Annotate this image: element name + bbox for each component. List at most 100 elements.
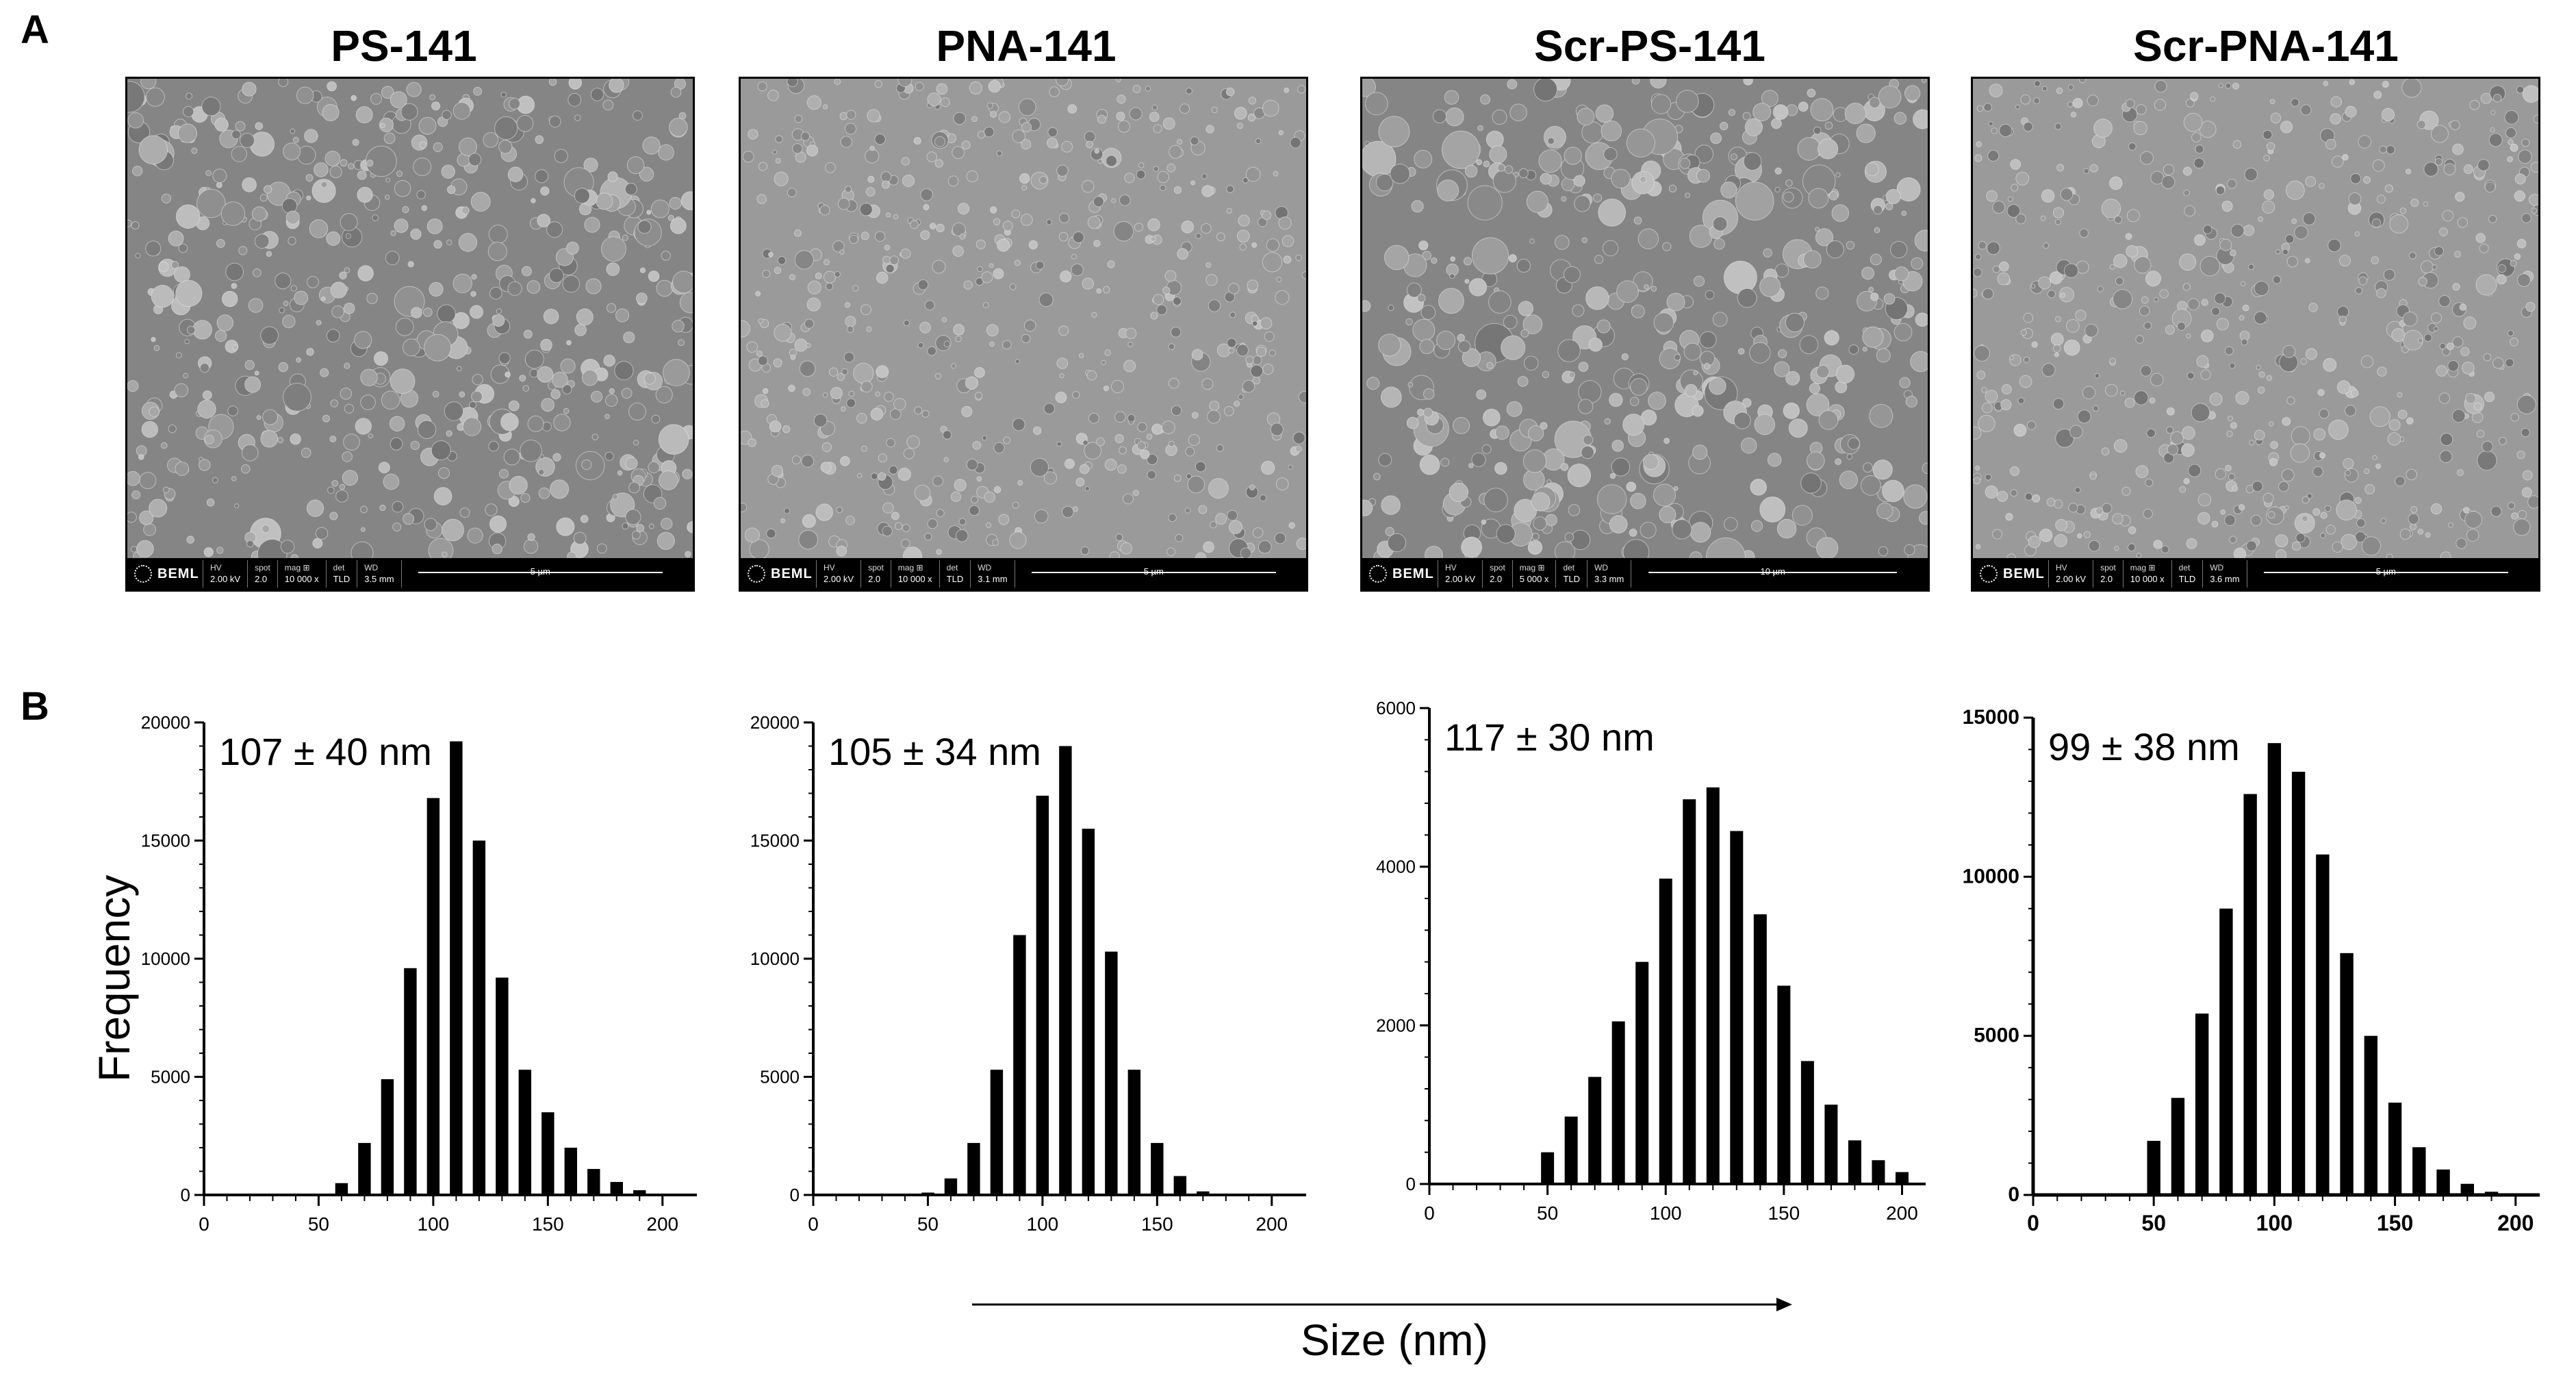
x-tick-label: 100 (2256, 1211, 2293, 1235)
histogram-bar (518, 1070, 532, 1195)
sem-info-bar: BEML HV 2.00 kV spot 2.0 mag ⊞ 5 000 x det TLD WD… (1362, 558, 1928, 590)
x-tick-label: 0 (808, 1213, 819, 1235)
histogram-bar (496, 977, 509, 1195)
x-tick-label: 0 (1424, 1202, 1435, 1224)
sem-field-value: TLD (333, 574, 350, 584)
sem-image-4: BEML HV 2.00 kV spot 2.0 mag ⊞ 10 000 x det TLD W… (1971, 77, 2540, 592)
sem-field-mag: mag ⊞ 10 000 x (2122, 560, 2171, 588)
histogram-bar (2412, 1147, 2426, 1195)
sem-field-wd: WD 3.1 mm (970, 560, 1014, 588)
sem-field-mag: mag ⊞ 10 000 x (890, 560, 939, 588)
logo-icon (1369, 565, 1387, 583)
histogram-bar (1895, 1172, 1909, 1184)
histogram-bar (1564, 1116, 1578, 1184)
x-axis-title: Size (nm) (1301, 1315, 1488, 1365)
x-tick-label: 100 (1027, 1213, 1059, 1235)
y-tick-label: 20000 (141, 712, 190, 733)
histogram-bar (587, 1169, 600, 1195)
sem-field-hv: HV 2.00 kV (816, 560, 860, 588)
scale-label: 5 µm (526, 566, 554, 577)
size-arrow (972, 1298, 1792, 1311)
sem-field-value: 10 000 x (2130, 574, 2165, 584)
logo-icon (748, 565, 765, 583)
sem-title-3: Scr-PS-141 (1534, 21, 1765, 71)
histogram-bar (564, 1148, 578, 1195)
sem-field-label: mag ⊞ (1519, 563, 1545, 572)
histogram-1: 0 5000 10000 15000 20000 0 50 100 150 200 107 ± 40… (141, 712, 697, 1235)
sem-logo-text: BEML (157, 566, 199, 581)
sem-title-1: PS-141 (331, 21, 477, 71)
histogram-bar (967, 1143, 980, 1195)
sem-field-label: WD (978, 563, 992, 572)
sem-field-value: 10 000 x (897, 574, 932, 584)
sem-field-value: 10 000 x (284, 574, 319, 584)
histogram-bar (1013, 935, 1026, 1195)
mean-size-annotation: 105 ± 34 nm (828, 730, 1041, 773)
sem-field-mag: mag ⊞ 10 000 x (277, 560, 326, 588)
y-tick-label: 15000 (750, 831, 800, 851)
x-tick-label: 0 (2027, 1211, 2039, 1235)
sem-field-label: mag ⊞ (284, 563, 310, 572)
sem-field-label: spot (868, 563, 884, 572)
histogram-bar (2460, 1183, 2474, 1195)
histogram-bar (1105, 951, 1118, 1195)
sem-field-value: 2.00 kV (2056, 574, 2087, 584)
sem-field-label: spot (1490, 563, 1505, 572)
histogram-bar (1541, 1152, 1555, 1184)
histogram-bar (2364, 1035, 2378, 1195)
y-tick-label: 10000 (1963, 865, 2019, 887)
x-tick-label: 100 (418, 1213, 450, 1235)
sem-logo: BEML (127, 558, 203, 590)
histogram-bar (1588, 1076, 1602, 1184)
scale-bar: 5 µm (400, 560, 679, 588)
histogram-bar (1777, 985, 1791, 1184)
histogram-bar (1848, 1140, 1861, 1184)
sem-field-label: spot (255, 563, 270, 572)
sem-field-value: 2.00 kV (1445, 574, 1476, 584)
histogram-bar (1127, 1070, 1141, 1195)
histogram-3: 0 2000 4000 6000 0 50 100 150 200 117 ± 30 nm (1376, 698, 1926, 1224)
scale-bar: 5 µm (2246, 560, 2525, 588)
histogram-bar (1082, 829, 1095, 1195)
y-tick-label: 5000 (1974, 1024, 2019, 1047)
sem-field-det: det TLD (939, 560, 971, 588)
x-tick-label: 150 (1768, 1202, 1800, 1224)
sem-field-label: det (1563, 563, 1575, 572)
sem-field-value: 3.6 mm (2210, 574, 2240, 584)
sem-field-label: WD (2210, 563, 2224, 572)
scale-line (418, 571, 663, 573)
sem-logo: BEML (741, 558, 816, 590)
y-tick-label: 5000 (151, 1067, 190, 1087)
sem-info-bar: BEML HV 2.00 kV spot 2.0 mag ⊞ 10 000 x det TLD W… (1973, 558, 2538, 590)
sem-title-4: Scr-PNA-141 (2133, 21, 2399, 71)
y-tick-label: 6000 (1376, 698, 1416, 718)
sem-title-2: PNA-141 (936, 21, 1117, 71)
sem-field-value: 3.1 mm (978, 574, 1008, 584)
logo-icon (134, 565, 152, 583)
scale-label: 5 µm (2371, 566, 2400, 577)
sem-field-value: TLD (1563, 574, 1580, 584)
scale-label: 10 µm (1756, 566, 1789, 577)
histogram-bar (1800, 1061, 1814, 1184)
y-tick-label: 20000 (750, 712, 800, 733)
histogram-bar (921, 1192, 934, 1195)
sem-field-label: det (946, 563, 958, 572)
histogram-bar (2436, 1169, 2450, 1195)
histogram-bar (335, 1183, 348, 1195)
x-tick-label: 50 (1537, 1202, 1558, 1224)
sem-logo-text: BEML (2003, 566, 2045, 581)
x-tick-label: 150 (532, 1213, 564, 1235)
scale-line (1031, 571, 1276, 573)
scale-line (1648, 571, 1898, 573)
histogram-bar (1036, 795, 1049, 1195)
sem-field-spot: spot 2.0 (1482, 560, 1512, 588)
histogram-bar (358, 1143, 371, 1195)
sem-field-label: HV (824, 563, 835, 572)
x-tick-label: 150 (1141, 1213, 1173, 1235)
sem-field-value: 2.00 kV (210, 574, 241, 584)
histogram-bar (2267, 743, 2282, 1195)
sem-field-hv: HV 2.00 kV (2048, 560, 2093, 588)
scale-bar: 5 µm (1014, 560, 1292, 588)
mean-size-annotation: 107 ± 40 nm (219, 730, 432, 773)
sem-micrograph (1973, 79, 2538, 558)
